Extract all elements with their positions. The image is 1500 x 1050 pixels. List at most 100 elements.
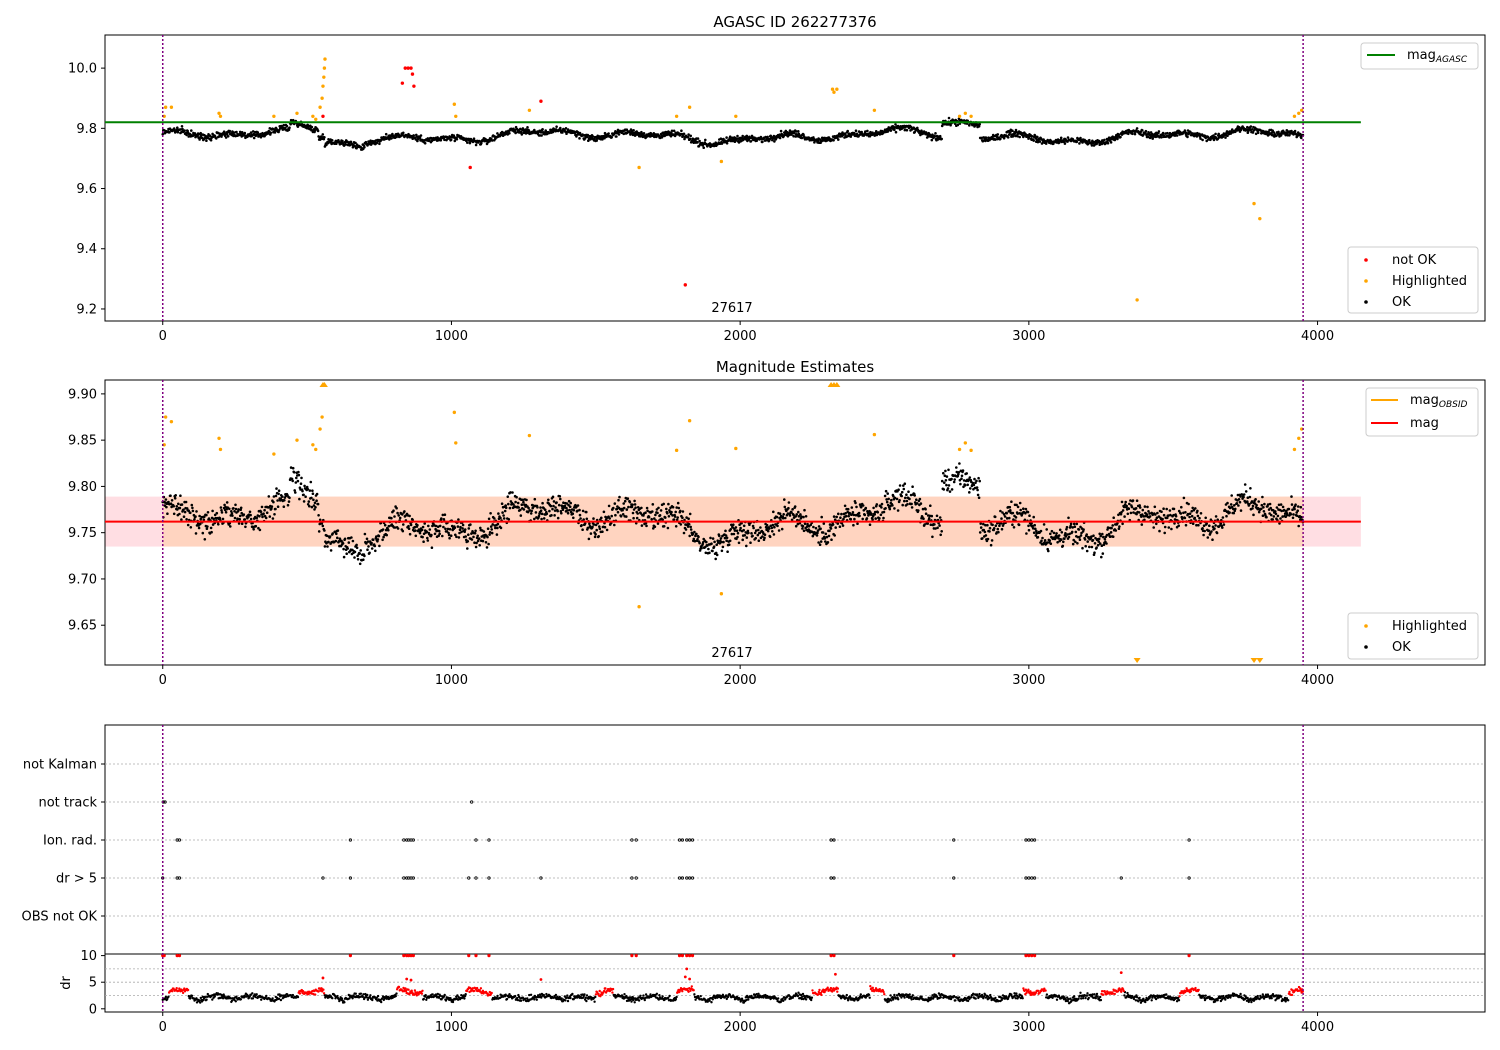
not-ok-point xyxy=(412,84,416,88)
dr-capped-point xyxy=(688,953,692,958)
highlighted-point xyxy=(311,443,315,447)
flag-point xyxy=(685,876,689,880)
legend-mag-obsid-sub: OBSID xyxy=(1439,400,1468,410)
dr-spike-point xyxy=(1119,971,1123,975)
flag-point xyxy=(832,838,836,842)
flag-point xyxy=(1187,876,1191,880)
highlighted-point xyxy=(1297,111,1301,115)
highlighted-point xyxy=(687,105,692,109)
highlighted-point xyxy=(272,452,276,456)
panel1-title: AGASC ID 262277376 xyxy=(713,13,876,31)
flag-point xyxy=(634,838,638,842)
highlighted-point xyxy=(163,415,168,419)
highlighted-point xyxy=(314,447,318,452)
flag-point xyxy=(1027,838,1031,842)
y-tick-label: 10 xyxy=(80,949,97,964)
flag-point xyxy=(832,876,836,880)
y-tick-label: 9.6 xyxy=(76,182,97,197)
panel1-legend-top: magAGASC xyxy=(1360,42,1479,70)
flag-point xyxy=(1030,876,1034,880)
flag-category-label: dr > 5 xyxy=(56,872,97,887)
x-tick-label: 0 xyxy=(159,673,167,688)
panel2-annotation: 27617 xyxy=(711,646,752,661)
highlighted-point xyxy=(169,105,174,109)
panel1-frame xyxy=(104,34,1486,322)
dr-panel: 0 1000 2000 3000 4000 0 5 10 dr xyxy=(59,949,1486,1035)
highlighted-point xyxy=(218,447,223,452)
dr-spike-point xyxy=(539,978,543,981)
not-ok-point xyxy=(539,99,543,103)
dr-capped-point xyxy=(411,953,415,958)
flag-point xyxy=(1027,876,1031,880)
flag-point xyxy=(411,876,415,880)
x-tick-label: 1000 xyxy=(435,1020,468,1035)
legend-ok: OK xyxy=(1392,295,1411,310)
dr-capped-point xyxy=(1027,953,1031,958)
y-tick-label: 9.8 xyxy=(76,122,97,137)
highlighted-point xyxy=(1258,216,1262,221)
panel3-grid xyxy=(101,763,1485,917)
panel4-y-ticks: 0 5 10 xyxy=(80,949,105,1017)
highlighted-point xyxy=(321,84,325,88)
dr-capped-point xyxy=(175,953,179,958)
overflow-down-marker xyxy=(1250,658,1258,663)
dr-spike-point xyxy=(405,977,409,981)
highlighted-point xyxy=(674,448,679,453)
x-tick-label: 4000 xyxy=(1301,329,1334,344)
dr-spike-point xyxy=(685,967,689,971)
highlighted-point xyxy=(169,419,174,424)
highlighted-point xyxy=(272,114,276,118)
highlighted-point xyxy=(322,75,326,79)
highlighted-point xyxy=(637,165,641,170)
magnitude-estimates-panel: Magnitude Estimates 27617 0 1000 2000 3000 4… xyxy=(68,358,1486,688)
flag-point xyxy=(1119,876,1123,880)
x-tick-label: 2000 xyxy=(724,329,757,344)
dr-capped-point xyxy=(677,953,682,958)
highlighted-point xyxy=(454,441,458,445)
panel2-legend-top: magOBSID mag xyxy=(1365,387,1479,437)
highlighted-point xyxy=(963,441,968,445)
flag-point xyxy=(952,876,956,880)
panel4-ok-points xyxy=(161,991,1290,1005)
dr-capped-point xyxy=(680,953,685,958)
panel4-ylabel: dr xyxy=(59,976,74,990)
highlighted-point xyxy=(957,114,962,118)
y-tick-label: 9.65 xyxy=(68,619,97,634)
flag-point xyxy=(474,838,478,842)
svg-text:magAGASC: magAGASC xyxy=(1407,48,1468,65)
dr-capped-point xyxy=(952,953,956,958)
highlighted-point xyxy=(527,433,532,438)
dr-capped-point xyxy=(474,953,478,958)
flag-point xyxy=(829,876,833,880)
highlighted-point xyxy=(872,432,877,437)
svg-text:magOBSID: magOBSID xyxy=(1410,393,1468,410)
panel1-y-ticks: 9.2 9.4 9.6 9.8 10.0 xyxy=(68,62,105,317)
flag-point xyxy=(630,876,634,880)
overflow-down-marker xyxy=(1256,658,1264,663)
highlighted-point xyxy=(969,448,973,453)
panel1-annotation: 27617 xyxy=(711,301,752,316)
y-tick-label: 9.75 xyxy=(68,526,97,541)
panel2-marks xyxy=(105,382,1361,663)
flags-panel: not Kalman not track Ion. rad. dr > 5 OBS no… xyxy=(22,724,1486,955)
not-ok-point xyxy=(406,66,410,70)
panel2-title: Magnitude Estimates xyxy=(716,358,874,376)
flag-category-label: OBS not OK xyxy=(22,910,98,925)
flag-point xyxy=(161,876,165,880)
highlighted-point xyxy=(218,114,223,118)
flag-category-label: not Kalman xyxy=(23,758,97,773)
flag-point xyxy=(321,876,325,880)
y-tick-label: 9.4 xyxy=(76,242,97,257)
panel4-x-ticks: 0 1000 2000 3000 4000 xyxy=(159,1012,1334,1035)
dr-capped-point xyxy=(177,953,182,958)
panel1-x-ticks: 0 1000 2000 3000 4000 xyxy=(159,321,1334,344)
x-tick-label: 3000 xyxy=(1012,329,1045,344)
dr-ok-points xyxy=(161,991,1290,1005)
highlighted-point xyxy=(217,111,221,115)
highlighted-point xyxy=(1297,436,1301,440)
flag-point xyxy=(487,838,491,842)
dr-spike-point xyxy=(321,976,325,980)
flag-point xyxy=(634,876,638,880)
highlighted-point xyxy=(163,105,168,109)
highlighted-point xyxy=(1292,114,1297,118)
